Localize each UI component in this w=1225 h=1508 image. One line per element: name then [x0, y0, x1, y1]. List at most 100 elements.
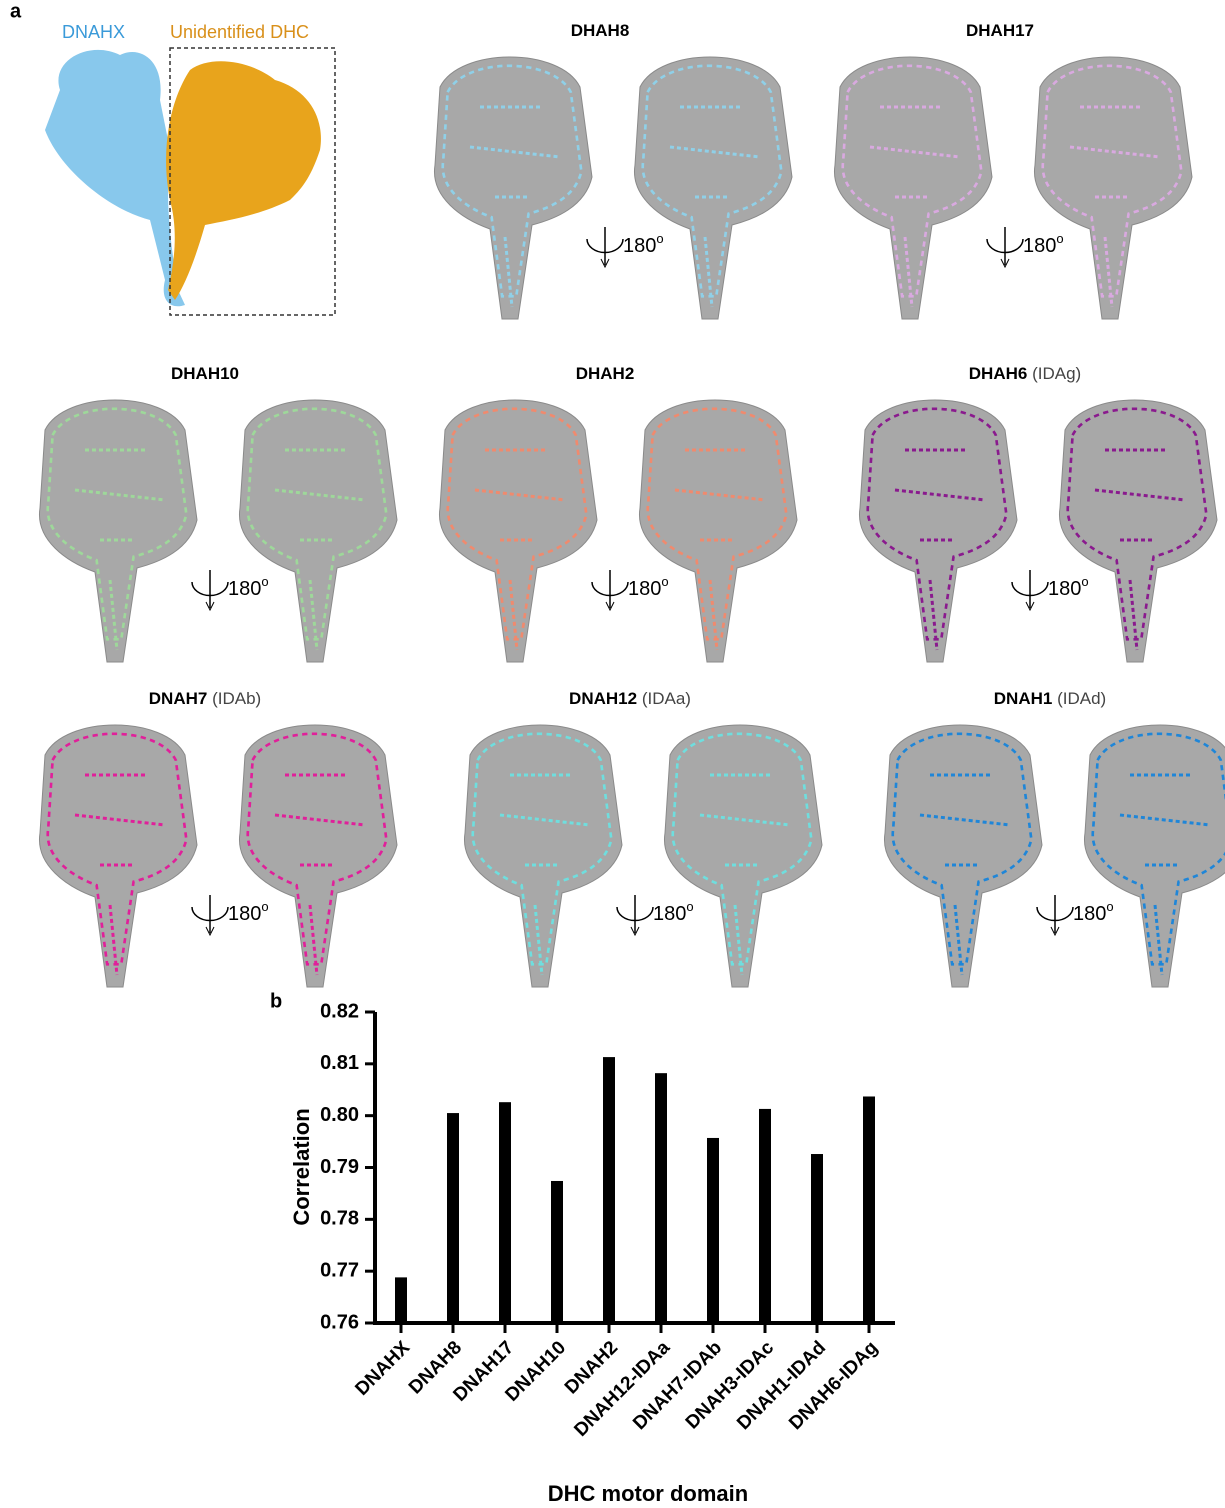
degree-sign: o: [261, 574, 268, 589]
structure: [434, 57, 592, 319]
degree-sign: o: [1081, 574, 1088, 589]
structure: [834, 57, 992, 319]
page: a DNAHX Unidentified DHC b DHC motor dom…: [0, 0, 1225, 1508]
density: [664, 725, 822, 987]
bar: [655, 1073, 667, 1323]
structure: [39, 400, 197, 662]
bar: [499, 1102, 511, 1323]
density: [1084, 725, 1225, 987]
y-tick-label: 0.82: [320, 1000, 359, 1022]
panel-title: DHAH2: [576, 364, 635, 383]
structure-panel: DHAH2 180o: [439, 364, 797, 662]
rotation-label: 180o: [653, 899, 694, 925]
degree-sign: o: [656, 231, 663, 246]
y-axis-title: Correlation: [289, 1108, 314, 1225]
structure-panel: DHAH8 180o: [434, 21, 792, 319]
density: [439, 400, 597, 662]
structure-panel: DNAH7 (IDAb) 180o: [39, 689, 397, 987]
structure-panel: DNAH1 (IDAd) 180o: [884, 689, 1225, 987]
rotation-label: 180o: [1073, 899, 1114, 925]
panel-name: DHAH10: [171, 364, 239, 383]
structure: [664, 725, 822, 987]
structure-panel: DHAH6 (IDAg) 180o: [859, 364, 1217, 662]
bar: [447, 1113, 459, 1323]
degree-sign: o: [686, 899, 693, 914]
y-tick-label: 0.81: [320, 1052, 359, 1074]
structure: [1059, 400, 1217, 662]
density: [39, 725, 197, 987]
rotation-angle: 180: [1073, 903, 1106, 925]
panel-subtitle: (IDAd): [1057, 689, 1106, 708]
degree-sign: o: [1056, 231, 1063, 246]
density: [1059, 400, 1217, 662]
density: [859, 400, 1017, 662]
structure-panel: DHAH17 180o: [834, 21, 1192, 319]
panel-name: DNAH7: [149, 689, 208, 708]
bar: [759, 1109, 771, 1323]
structure: [634, 57, 792, 319]
panel-label: a: [10, 0, 22, 22]
panel-subtitle: (IDAb): [212, 689, 261, 708]
degree-sign: o: [1106, 899, 1113, 914]
panel-name: DNAH12: [569, 689, 637, 708]
rotation-label: 180o: [228, 574, 269, 600]
rotation-angle: 180: [623, 235, 656, 257]
overview-map: DNAHX Unidentified DHC: [45, 22, 335, 315]
rotation-angle: 180: [628, 578, 661, 600]
panel-title: DHAH6 (IDAg): [969, 364, 1081, 383]
structure-panel: DHAH10 180o: [39, 364, 397, 662]
y-tick-label: 0.79: [320, 1156, 359, 1178]
density: [464, 725, 622, 987]
structure: [1084, 725, 1225, 987]
panel-name: DHAH8: [571, 21, 630, 40]
panel-title: DNAH12 (IDAa): [569, 689, 691, 708]
structure: [439, 400, 597, 662]
rotation-label: 180o: [1048, 574, 1089, 600]
x-tick-label: DNAHX: [351, 1337, 414, 1400]
density: [884, 725, 1042, 987]
rotation-angle: 180: [1048, 578, 1081, 600]
bar: [707, 1138, 719, 1323]
bar: [551, 1181, 563, 1323]
structure: [1034, 57, 1192, 319]
panel-subtitle: (IDAa): [642, 689, 691, 708]
structure: [884, 725, 1042, 987]
unidentified-density: [166, 61, 321, 300]
rotation-angle: 180: [1023, 235, 1056, 257]
rotation-angle: 180: [653, 903, 686, 925]
legend-label: DNAHX: [62, 22, 125, 42]
density: [834, 57, 992, 319]
y-tick-label: 0.78: [320, 1208, 359, 1230]
panel-title: DNAH1 (IDAd): [994, 689, 1106, 708]
panel-name: DHAH17: [966, 21, 1034, 40]
rotation-label: 180o: [623, 231, 664, 257]
structure: [464, 725, 622, 987]
panel-title: DNAH7 (IDAb): [149, 689, 261, 708]
bar: [603, 1057, 615, 1323]
density: [239, 725, 397, 987]
structure: [239, 725, 397, 987]
density: [39, 400, 197, 662]
panel-name: DNAH1: [994, 689, 1053, 708]
panel-title: DHAH10: [171, 364, 239, 383]
legend-label: Unidentified DHC: [170, 22, 309, 42]
panel-subtitle: (IDAg): [1032, 364, 1081, 383]
rotation-angle: 180: [228, 903, 261, 925]
panel-name: DHAH6: [969, 364, 1028, 383]
structure: [239, 400, 397, 662]
rotation-label: 180o: [228, 899, 269, 925]
density: [639, 400, 797, 662]
structure-panel: DNAH12 (IDAa) 180o: [464, 689, 822, 987]
y-tick-label: 0.76: [320, 1311, 359, 1333]
rotation-label: 180o: [628, 574, 669, 600]
figure: a DNAHX Unidentified DHC b DHC motor dom…: [0, 0, 1225, 1508]
rotation-label: 180o: [1023, 231, 1064, 257]
panel-title: DHAH17: [966, 21, 1034, 40]
degree-sign: o: [661, 574, 668, 589]
degree-sign: o: [261, 899, 268, 914]
structure: [639, 400, 797, 662]
y-tick-label: 0.77: [320, 1259, 359, 1281]
structure: [859, 400, 1017, 662]
panel-label: b: [270, 990, 282, 1012]
density: [634, 57, 792, 319]
